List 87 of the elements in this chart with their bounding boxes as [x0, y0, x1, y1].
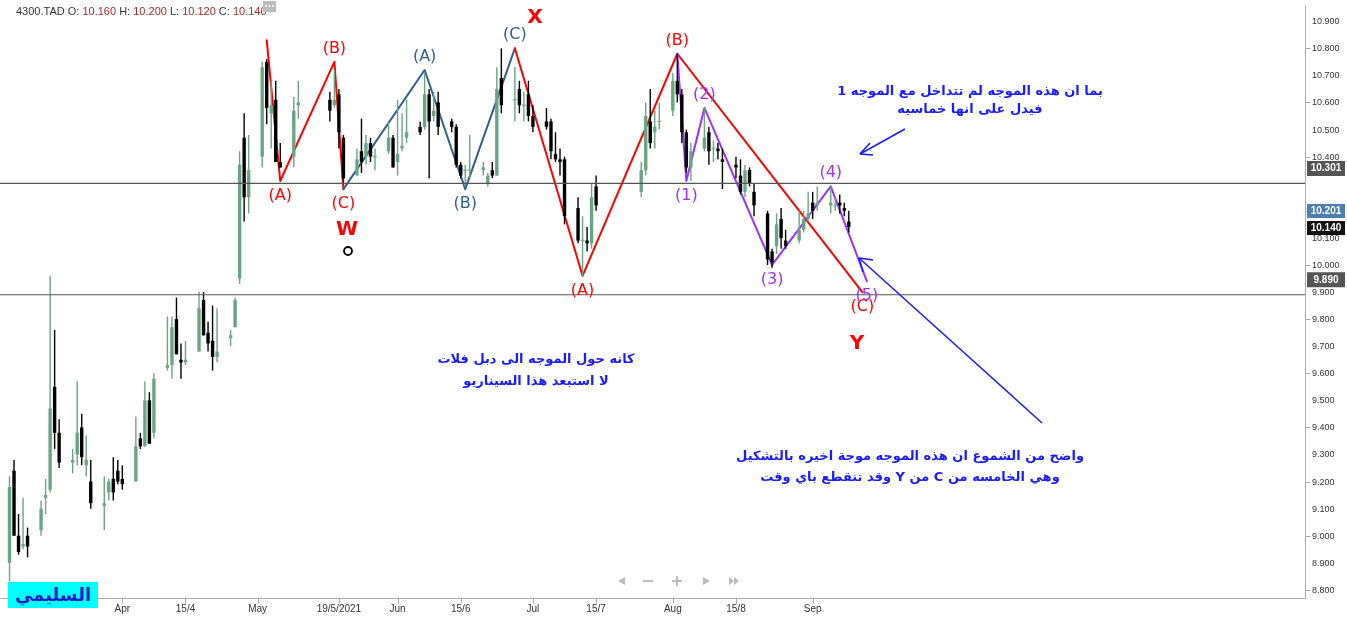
y-tick-label: 10.000 — [1312, 259, 1340, 270]
y-tick-label: 10.600 — [1312, 97, 1340, 108]
annotation: بما ان هذه الموجه لم تتداخل مع الموجه 1 — [837, 82, 1103, 98]
x-tick-label: 15/7 — [586, 603, 607, 614]
candlestick — [102, 475, 106, 532]
y-tick-label: 10.500 — [1312, 124, 1340, 135]
y-tick-label: 10.100 — [1312, 232, 1340, 243]
candlestick — [752, 183, 756, 217]
x-tick-label: 19/5/2021 — [316, 603, 362, 614]
annotation: (C) — [331, 193, 356, 213]
candlestick — [531, 104, 535, 133]
ref-line-label: 9.890 — [1313, 273, 1339, 285]
y-tick-label: 10.700 — [1312, 70, 1340, 81]
annotation: (3) — [760, 268, 784, 288]
candlestick — [521, 90, 526, 123]
y-tick-label: 8.900 — [1312, 557, 1335, 568]
y-tick-label: 9.600 — [1312, 368, 1335, 379]
x-tick-label: Aug — [663, 603, 682, 614]
candlestick — [355, 147, 359, 177]
ref-line-label: 10.301 — [1310, 162, 1342, 174]
y-tick-label: 9.500 — [1312, 395, 1335, 406]
x-tick-label: 15/6 — [451, 603, 471, 614]
annotation: (4) — [819, 162, 843, 182]
annotation: W — [335, 216, 359, 240]
annotation: (A) — [412, 45, 437, 65]
y-tick-label: 9.200 — [1312, 476, 1335, 487]
annotation: Y — [849, 330, 865, 354]
y-tick-label: 9.300 — [1312, 449, 1335, 460]
annotation: السليمي — [8, 582, 98, 608]
x-tick-label: 15/4 — [175, 603, 196, 614]
x-tick-label: 15/8 — [726, 603, 747, 614]
candlestick — [21, 497, 25, 550]
y-tick-label: 9.800 — [1312, 314, 1335, 325]
y-tick-label: 8.800 — [1312, 584, 1335, 595]
annotation: (A) — [570, 279, 595, 299]
x-tick-label: Jun — [389, 603, 406, 614]
candlestick — [404, 99, 409, 144]
annotation: لا استبعد هذا السيناريو — [463, 372, 609, 388]
x-tick-label: Sep — [803, 603, 823, 614]
y-tick-label: 9.400 — [1312, 422, 1335, 433]
candlestick — [400, 112, 404, 152]
candlestick — [165, 315, 170, 372]
y-tick-label: 10.900 — [1312, 16, 1340, 27]
y-tick-label: 9.100 — [1312, 503, 1335, 514]
candlestick — [689, 142, 693, 182]
text: 10.201 — [1307, 204, 1345, 218]
candlestick — [215, 307, 219, 364]
annotation: (B) — [322, 37, 347, 57]
annotation: (A) — [268, 185, 292, 204]
candlestick — [467, 134, 472, 179]
candlestick — [512, 66, 517, 123]
candlestick — [779, 207, 783, 250]
annotation: (B) — [665, 29, 690, 49]
candlestick — [364, 134, 368, 166]
candlestick — [70, 448, 75, 475]
y-tick-label: 10.400 — [1312, 151, 1340, 162]
x-tick-label: Apr — [114, 603, 131, 614]
x-tick-label: May — [248, 603, 268, 614]
candlestick — [418, 120, 422, 136]
y-tick-label: 10.800 — [1312, 43, 1340, 54]
candlestick — [743, 164, 747, 198]
candlestick — [806, 191, 810, 223]
candlestick — [39, 499, 43, 537]
y-tick-label: 9.900 — [1312, 287, 1335, 298]
annotation: كانه حول الموجه الى دبل فلات — [437, 350, 635, 366]
candlestick — [463, 164, 468, 188]
annotation: فيدل على انها خماسيه — [897, 100, 1043, 116]
annotation: (B) — [453, 193, 477, 213]
candlestick — [797, 210, 801, 244]
y-tick-label: 9.700 — [1312, 341, 1335, 352]
y-tick-label: 9.000 — [1312, 530, 1335, 541]
candlestick — [296, 80, 300, 120]
annotation: (1) — [675, 185, 698, 204]
candlestick — [43, 478, 48, 515]
candlestick — [720, 147, 725, 190]
candlestick — [594, 174, 598, 212]
annotation: X — [527, 4, 543, 28]
candlestick — [707, 126, 711, 166]
text: 4300.TAD O: 10.160 H: 10.200 L: 10.120 C: — [16, 5, 230, 17]
annotation: (C) — [503, 24, 527, 44]
candlestick — [75, 380, 79, 467]
text: 10.140 — [1310, 222, 1342, 233]
candlestick — [368, 136, 373, 163]
x-tick-label: Jul — [526, 603, 540, 614]
annotation: وهي الخامسه من C من Y وقد تنقطع باي وقت — [760, 468, 1060, 484]
annotation: واضح من الشموع ان هذه الموجه موجة اخيره بالتشكيل — [736, 447, 1084, 463]
candlestick — [328, 90, 332, 123]
